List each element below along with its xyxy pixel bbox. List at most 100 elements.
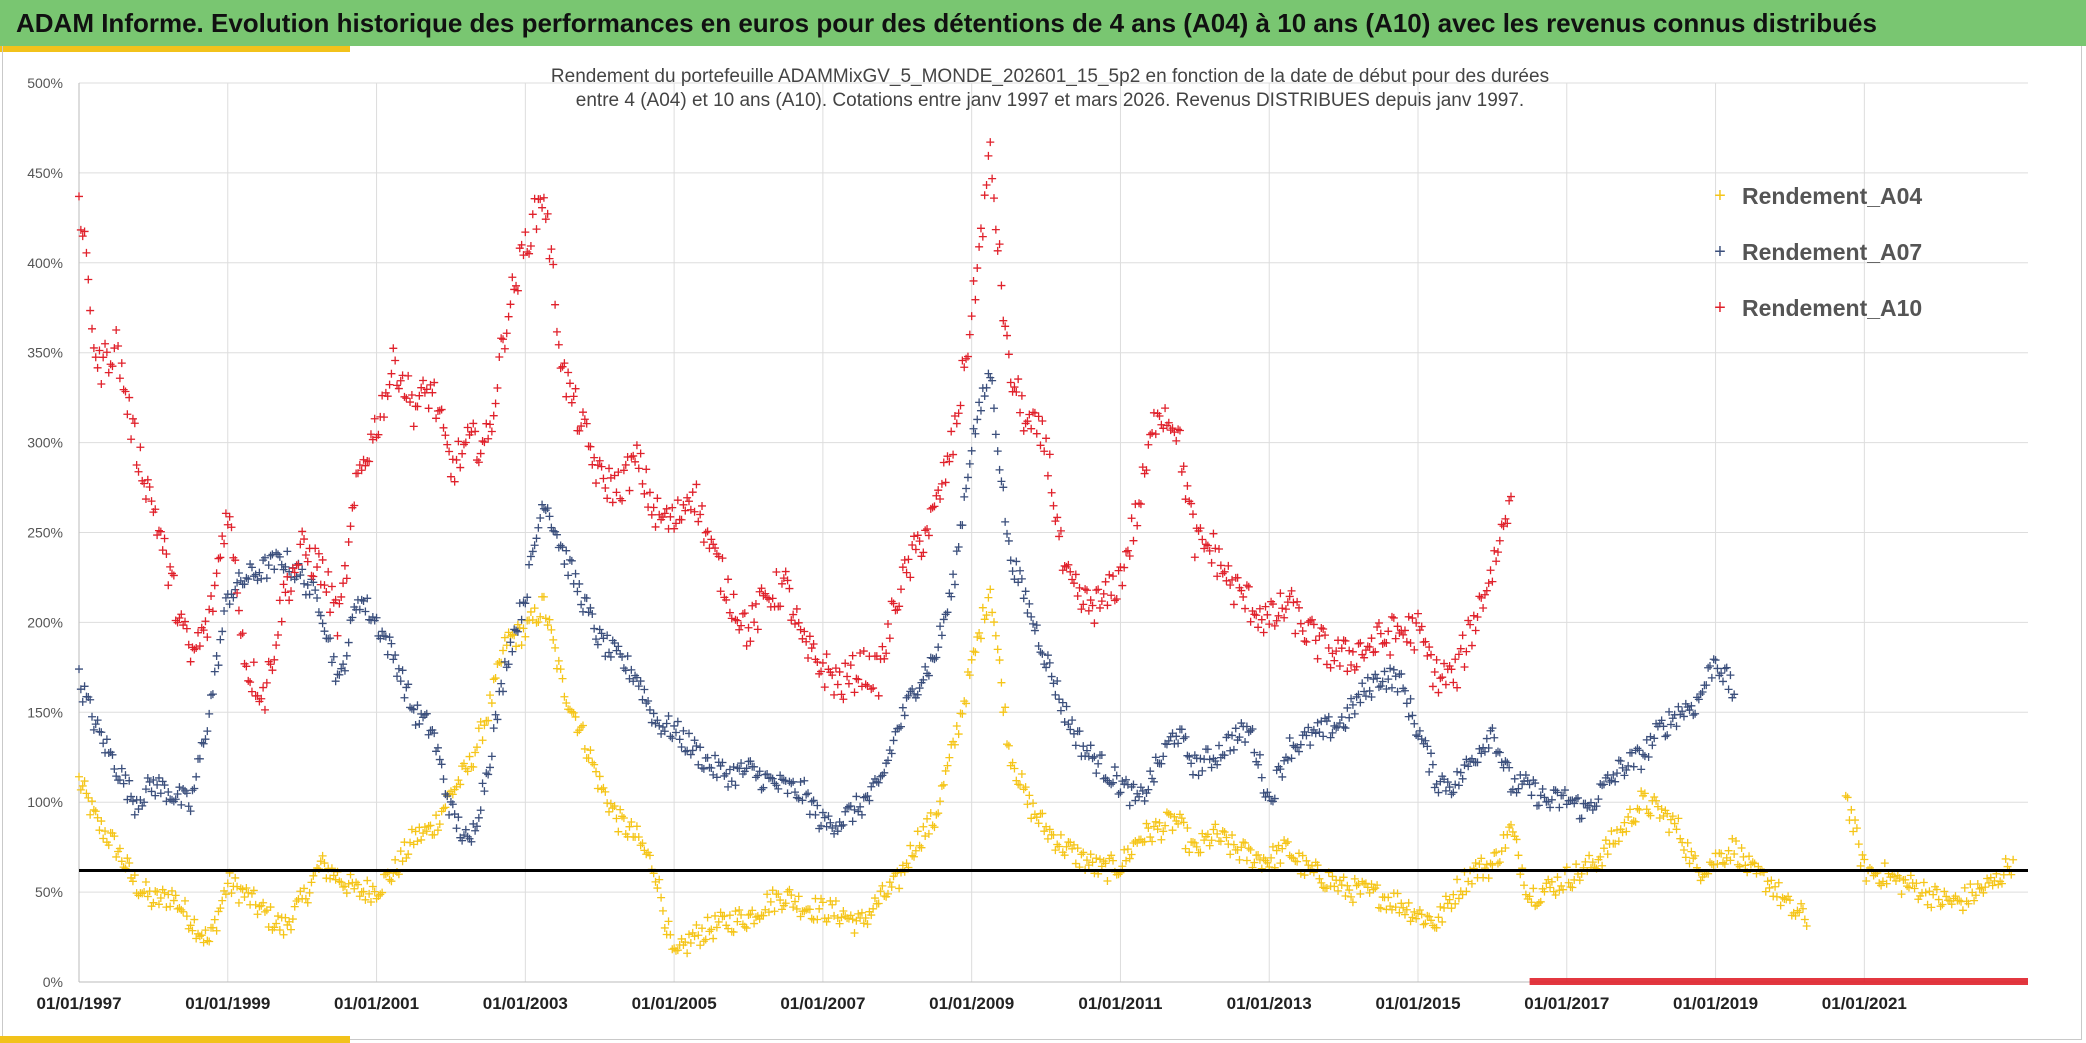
data-point — [679, 500, 688, 509]
data-point — [1380, 667, 1389, 676]
data-point — [967, 446, 976, 455]
data-point — [804, 653, 813, 662]
data-point — [420, 823, 429, 832]
data-point — [846, 911, 855, 920]
data-point — [1490, 733, 1499, 742]
data-point — [1306, 741, 1315, 750]
data-point — [757, 584, 766, 593]
data-point — [242, 662, 251, 671]
data-point — [982, 611, 991, 620]
data-point — [1475, 744, 1484, 753]
data-point — [1345, 646, 1354, 655]
data-point — [1084, 606, 1093, 615]
data-point — [420, 388, 429, 397]
data-point — [1276, 589, 1285, 598]
data-point — [214, 554, 223, 563]
data-point — [703, 753, 712, 762]
data-point — [1594, 795, 1603, 804]
data-point — [965, 459, 974, 468]
data-point — [1505, 763, 1514, 772]
data-point — [731, 615, 740, 624]
data-point — [1428, 760, 1437, 769]
data-point — [1125, 801, 1134, 810]
data-point — [605, 807, 614, 816]
data-point — [627, 817, 636, 826]
data-point — [1136, 783, 1145, 792]
data-point — [1447, 790, 1456, 799]
data-point — [558, 674, 567, 683]
data-point — [322, 588, 331, 597]
data-point — [1135, 499, 1144, 508]
data-point — [1719, 677, 1727, 686]
data-point — [411, 721, 420, 730]
data-point — [339, 579, 348, 588]
data-point — [1149, 777, 1158, 786]
data-point — [149, 775, 158, 784]
data-point — [1745, 852, 1754, 861]
data-point — [911, 545, 920, 554]
data-point — [1283, 755, 1292, 764]
legend-marker-a10: + — [1714, 297, 1726, 319]
data-point — [1144, 440, 1153, 449]
data-point — [1934, 895, 1943, 904]
data-point — [735, 764, 744, 773]
data-point — [733, 917, 742, 926]
data-point — [824, 812, 833, 821]
data-point — [523, 248, 532, 257]
data-point — [908, 851, 917, 860]
data-point — [582, 594, 591, 603]
data-point — [1332, 723, 1341, 732]
data-point — [156, 527, 165, 536]
data-point — [928, 654, 937, 663]
data-point — [370, 414, 379, 423]
data-point — [329, 871, 338, 880]
data-point — [1157, 420, 1166, 429]
data-point — [565, 379, 574, 388]
data-point — [1445, 661, 1454, 670]
data-point — [1462, 647, 1471, 656]
data-point — [1614, 837, 1623, 846]
data-point — [249, 658, 258, 667]
data-point — [339, 660, 348, 669]
data-point — [1564, 878, 1573, 887]
data-point — [1365, 642, 1374, 651]
data-point — [1568, 883, 1577, 892]
data-point — [1685, 859, 1694, 868]
data-point — [454, 813, 463, 822]
data-point — [342, 651, 351, 660]
data-point — [458, 836, 467, 845]
data-point — [841, 659, 850, 668]
legend-entry-a07: + Rendement_A07 — [1714, 239, 1922, 265]
data-point — [934, 809, 943, 818]
data-point — [1427, 650, 1436, 659]
data-point — [320, 859, 329, 868]
data-point — [781, 567, 790, 576]
data-point — [818, 898, 827, 907]
data-point — [1901, 875, 1910, 884]
data-point — [989, 618, 998, 627]
data-point — [837, 822, 846, 831]
data-point — [1209, 825, 1218, 834]
data-point — [1086, 596, 1095, 605]
data-point — [1252, 611, 1261, 620]
data-point — [1304, 723, 1313, 732]
data-point — [454, 776, 463, 785]
data-point — [777, 775, 786, 784]
data-point — [729, 590, 738, 599]
data-point — [80, 682, 89, 691]
data-point — [1559, 885, 1568, 894]
data-point — [314, 549, 323, 558]
data-point — [1544, 797, 1553, 806]
data-point — [936, 622, 945, 631]
data-point — [645, 851, 654, 860]
data-point — [415, 391, 424, 400]
data-point — [1274, 611, 1283, 620]
data-point — [378, 627, 387, 636]
data-point — [1203, 745, 1212, 754]
data-point — [751, 773, 760, 782]
data-point — [772, 567, 781, 576]
data-point — [936, 797, 945, 806]
data-point — [1144, 824, 1153, 833]
data-point — [699, 764, 708, 773]
data-point — [525, 560, 534, 569]
